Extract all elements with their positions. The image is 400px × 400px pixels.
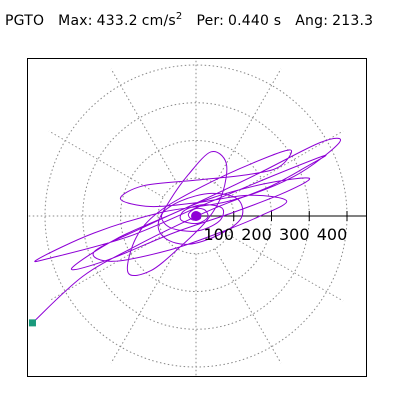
per-label: Per: [196,13,225,29]
plot-frame [27,58,367,377]
max-unit: cm/s2 [141,11,183,30]
radial-tick-labels: 100 200 300 400 [203,225,347,244]
radial-tick-label-400: 400 [317,225,348,244]
ang-value: 213.3 [332,13,374,29]
grid-spoke-300 [214,248,282,364]
particle-trace [28,137,341,327]
radial-tick-label-200: 200 [241,225,272,244]
grid-spoke-330 [228,234,344,302]
max-label: Max: [58,13,93,29]
radial-tick-label-300: 300 [279,225,310,244]
max-value: 433.2 [96,13,138,29]
per-value: 0.440 s [228,13,282,29]
max-unit-base: cm/s [141,13,176,29]
grid-spoke-240 [110,248,178,364]
trace-path-0 [32,137,341,324]
trace-origin-cluster [191,211,201,221]
grid-spoke-60 [214,68,282,184]
trace-end-marker [28,319,36,327]
grid-spoke-120 [110,68,178,184]
station-code: PGTO [5,13,45,29]
grid-spoke-150 [48,130,164,198]
header: PGTO Max: 433.2 cm/s2 Per: 0.440 s Ang: 213.3 [5,11,374,30]
radial-tick-label-100: 100 [203,225,234,244]
max-unit-exponent: 2 [175,11,183,22]
ang-label: Ang: [295,13,329,29]
